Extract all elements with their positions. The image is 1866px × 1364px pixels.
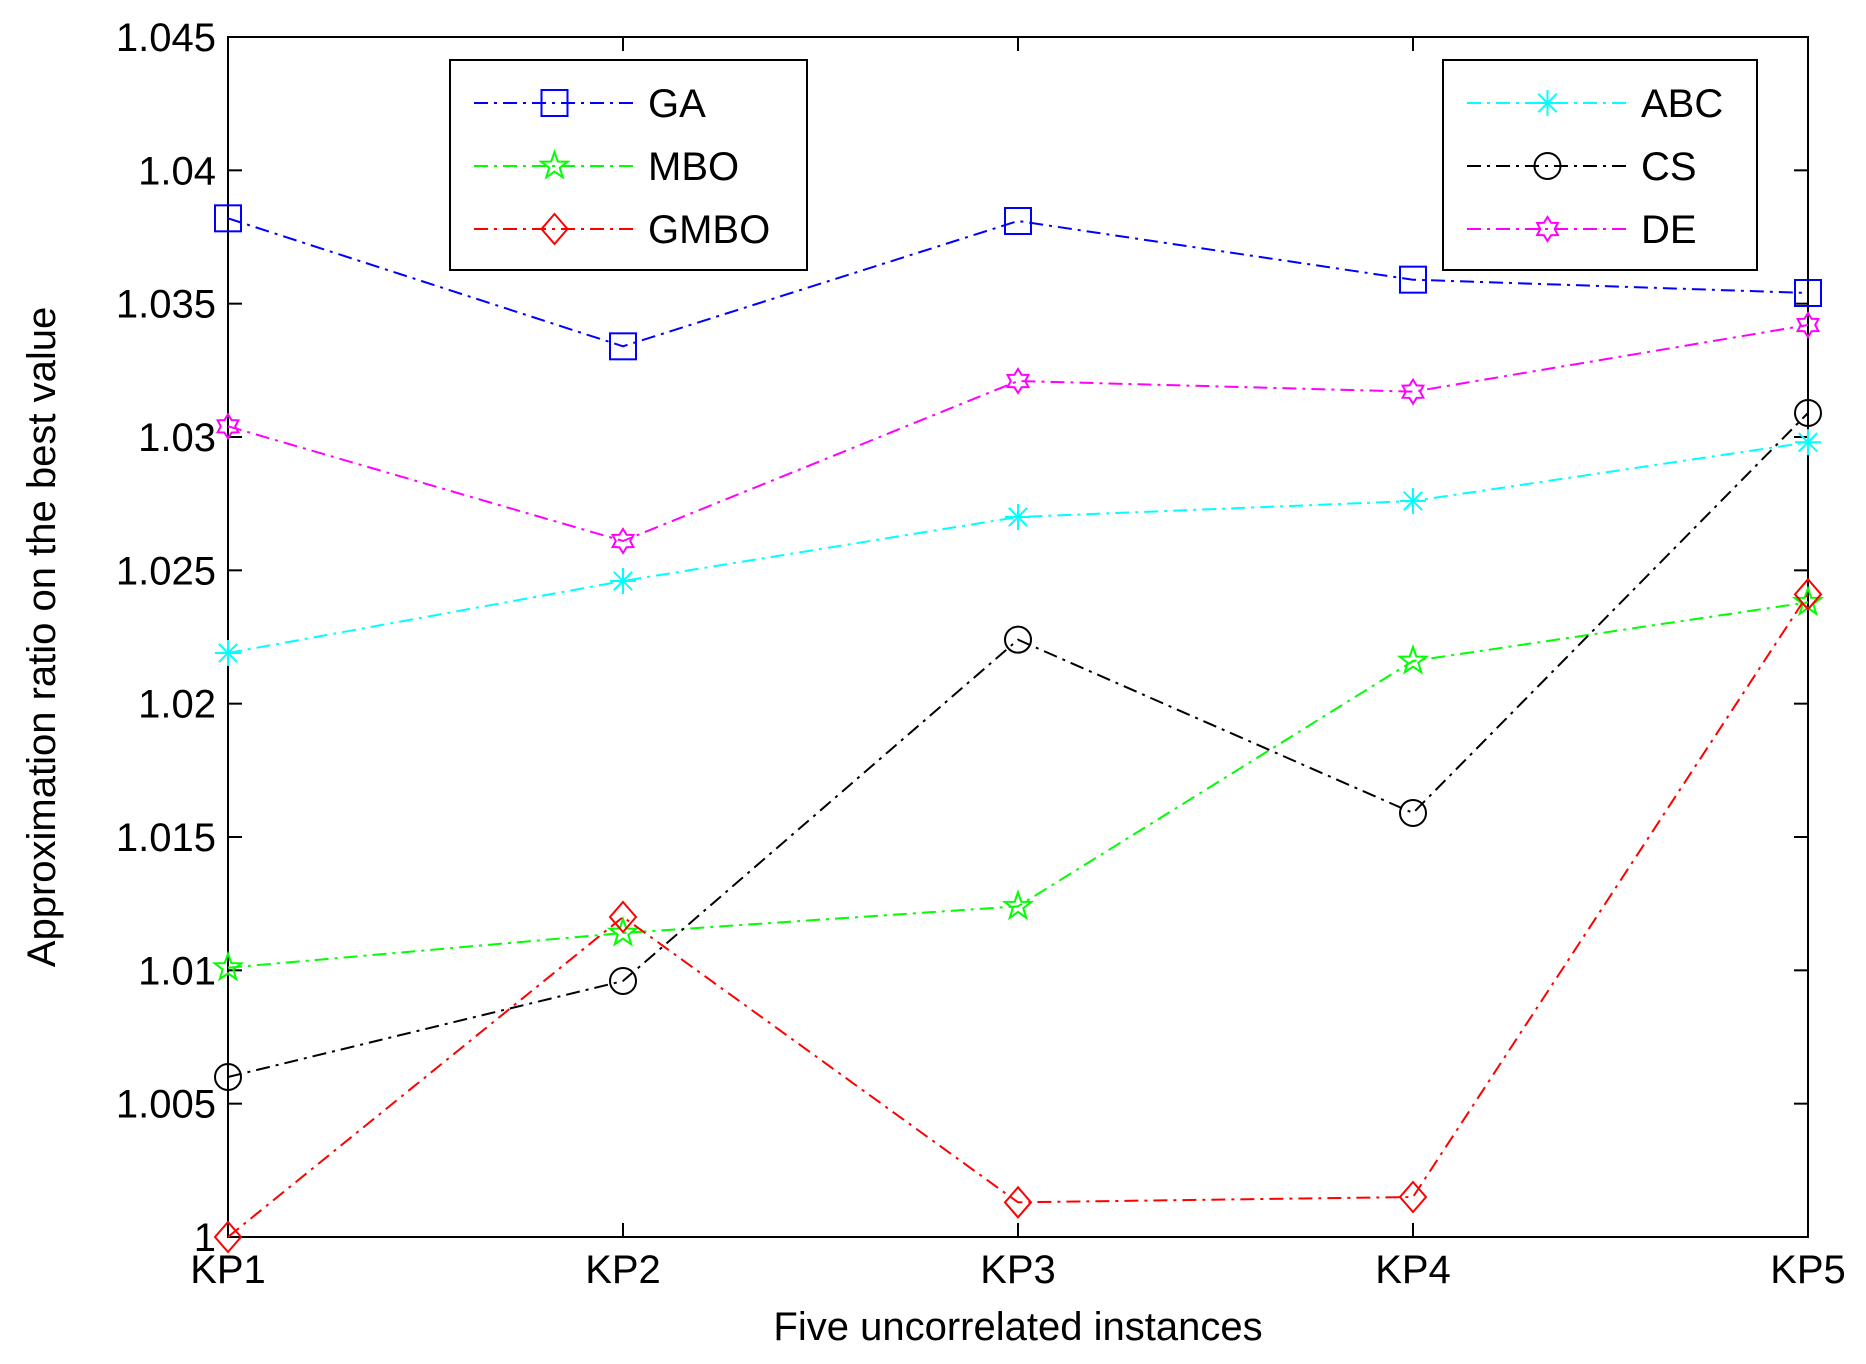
data-point-ga [609,332,637,361]
data-point-mbo [606,915,640,947]
legend-label-de: DE [1641,208,1697,252]
legend-label-gmbo: GMBO [648,208,770,252]
data-point-ga [1004,207,1032,235]
y-axis: 1 1.005 1.01 1.015 1.02 1.025 1.03 1.035 1.04 1.0… [116,16,1808,1260]
series-cs [214,399,1822,1091]
data-point-abc [1795,429,1821,456]
legend-label-ga: GA [648,82,706,126]
legend-label-abc: ABC [1641,82,1723,126]
y-tick-label: 1.01 [138,949,216,993]
x-tick-label: KP5 [1770,1248,1846,1292]
series-layer [211,204,1825,1254]
y-axis-label: Approximation ratio on the best value [20,307,64,967]
legend-top-right: ABC CS DE [1442,59,1758,271]
legend-label-cs: CS [1641,145,1697,189]
data-point-cs [214,1063,242,1091]
series-line-mbo [227,601,1809,969]
data-point-abc [215,640,241,666]
legend-top-left: GA MBO GMBO [449,59,808,271]
data-point-mbo [1396,643,1430,675]
legend-marker-ga [540,89,569,117]
series-line-cs [227,412,1809,1078]
data-point-ga [214,204,242,233]
data-point-gmbo [1003,1185,1033,1219]
data-point-abc [1400,488,1426,514]
series-gmbo [213,577,1823,1254]
y-tick-label: 1.02 [138,683,216,727]
legend-marker-mbo [538,148,571,180]
data-point-gmbo [213,1220,243,1254]
data-point-ga [1794,279,1822,307]
y-tick-label: 1.025 [116,549,216,593]
y-tick-label: 1.04 [138,149,216,193]
legend-box [1442,59,1758,271]
y-tick-label: 1.03 [138,416,216,460]
data-point-de [1005,367,1031,395]
data-point-de [215,412,241,441]
legend-label-mbo: MBO [648,145,739,189]
x-tick-label: KP2 [585,1248,661,1292]
data-point-cs [1794,399,1822,427]
series-line-gmbo [227,593,1809,1238]
data-point-gmbo [608,900,638,934]
legend-layer: GA MBO GMBO ABC CS DE [449,59,1758,271]
x-tick-label: KP1 [190,1248,266,1292]
data-point-abc [1005,504,1031,530]
data-point-mbo [211,950,245,982]
series-abc [215,429,1821,666]
legend-marker-cs [1533,152,1562,180]
data-point-cs [1399,799,1427,827]
data-point-mbo [1001,889,1035,921]
y-tick-label: 1 [194,1216,216,1260]
data-point-de [1795,311,1821,339]
y-tick-label: 1.045 [116,16,216,60]
series-line-abc [227,441,1809,654]
series-line-de [227,324,1809,543]
x-axis-label: Five uncorrelated instances [773,1305,1262,1349]
legend-marker-gmbo [540,212,569,246]
data-point-abc [610,568,636,594]
data-point-gmbo [1793,577,1823,611]
y-tick-label: 1.015 [116,816,216,860]
data-point-ga [1399,265,1427,294]
y-tick-label: 1.035 [116,283,216,327]
x-tick-label: KP3 [980,1248,1056,1292]
x-axis: KP1 KP2 KP3 KP4 KP5 [190,37,1846,1292]
series-ga [214,204,1822,361]
data-point-cs [609,967,637,995]
series-de [215,311,1821,555]
legend-marker-abc [1534,90,1561,116]
data-point-de [1400,377,1426,406]
y-tick-label: 1.005 [116,1083,216,1127]
data-point-gmbo [1398,1180,1428,1214]
data-point-cs [1004,625,1032,654]
legend-marker-de [1535,215,1560,243]
data-point-de [610,527,636,555]
x-tick-label: KP4 [1375,1248,1451,1292]
